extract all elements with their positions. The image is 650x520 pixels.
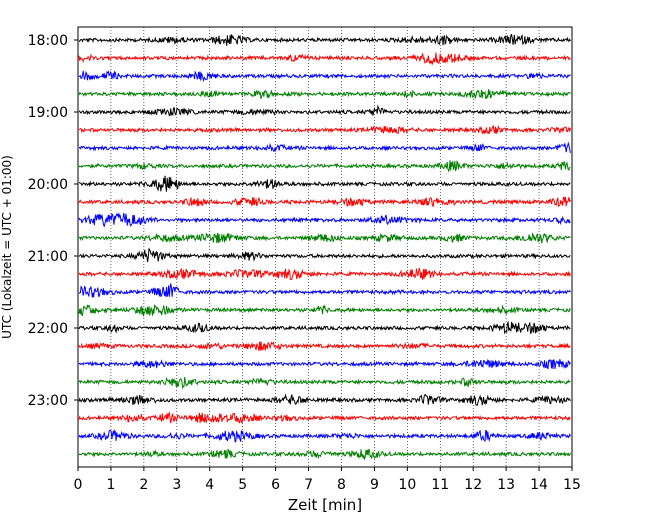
y-tick-label: 18:00	[28, 33, 68, 49]
trace-2000	[78, 175, 571, 192]
x-tick-label: 6	[271, 477, 280, 493]
trace-2115	[78, 267, 571, 280]
x-tick-label: 2	[139, 477, 148, 493]
x-tick-label: 14	[530, 477, 548, 493]
plot-background	[78, 27, 572, 467]
x-axis-label: Zeit [min]	[288, 496, 362, 514]
x-tick-label: 8	[337, 477, 346, 493]
trace-2345	[78, 448, 571, 461]
trace-2030	[78, 212, 571, 228]
plot-frame	[77, 26, 573, 468]
x-tick-label: 1	[106, 477, 115, 493]
x-tick-label: 12	[464, 477, 482, 493]
x-tick-label: 11	[431, 477, 449, 493]
trace-1845	[78, 89, 571, 100]
trace-2045	[78, 231, 571, 244]
trace-1945	[78, 160, 571, 173]
trace-2230	[78, 358, 571, 370]
seismic-traces	[78, 33, 571, 461]
trace-1900	[78, 104, 571, 117]
y-tick-label: 21:00	[28, 249, 68, 265]
trace-1830	[78, 70, 571, 83]
x-tick-label: 10	[398, 477, 416, 493]
y-tick-label: 20:00	[28, 177, 68, 193]
x-tick-label: 15	[563, 477, 581, 493]
trace-2130	[78, 283, 571, 298]
trace-2200	[78, 320, 571, 335]
trace-1915	[78, 124, 571, 135]
trace-2300	[78, 393, 571, 406]
x-tick-label: 5	[238, 477, 247, 493]
trace-2315	[78, 411, 571, 424]
y-tick-label: 19:00	[28, 105, 68, 121]
trace-2015	[78, 196, 571, 208]
x-tick-label: 0	[74, 477, 83, 493]
vertical-grid	[110, 27, 540, 467]
trace-2215	[78, 341, 571, 351]
x-axis-ticks: 0 1 2 3 4 5 6 7 8 9 10 11 12 13 14 15	[74, 467, 581, 493]
trace-1800	[78, 33, 571, 46]
trace-1930	[78, 141, 571, 153]
x-tick-label: 7	[304, 477, 313, 493]
x-tick-label: 13	[497, 477, 515, 493]
y-tick-label: 22:00	[28, 321, 68, 337]
trace-1815	[78, 52, 571, 66]
trace-2145	[78, 304, 571, 317]
y-tick-label: 23:00	[28, 393, 68, 409]
y-axis-ticks: 18:00 19:00 20:00 21:00 22:00 23:00	[28, 33, 78, 409]
x-tick-label: 9	[370, 477, 379, 493]
trace-2245	[78, 376, 571, 390]
x-tick-label: 4	[205, 477, 214, 493]
y-axis-label: UTC (Lokalzeit = UTC + 01:00)	[0, 155, 14, 339]
trace-2330	[78, 428, 571, 443]
trace-2100	[78, 247, 571, 263]
x-tick-label: 3	[172, 477, 181, 493]
